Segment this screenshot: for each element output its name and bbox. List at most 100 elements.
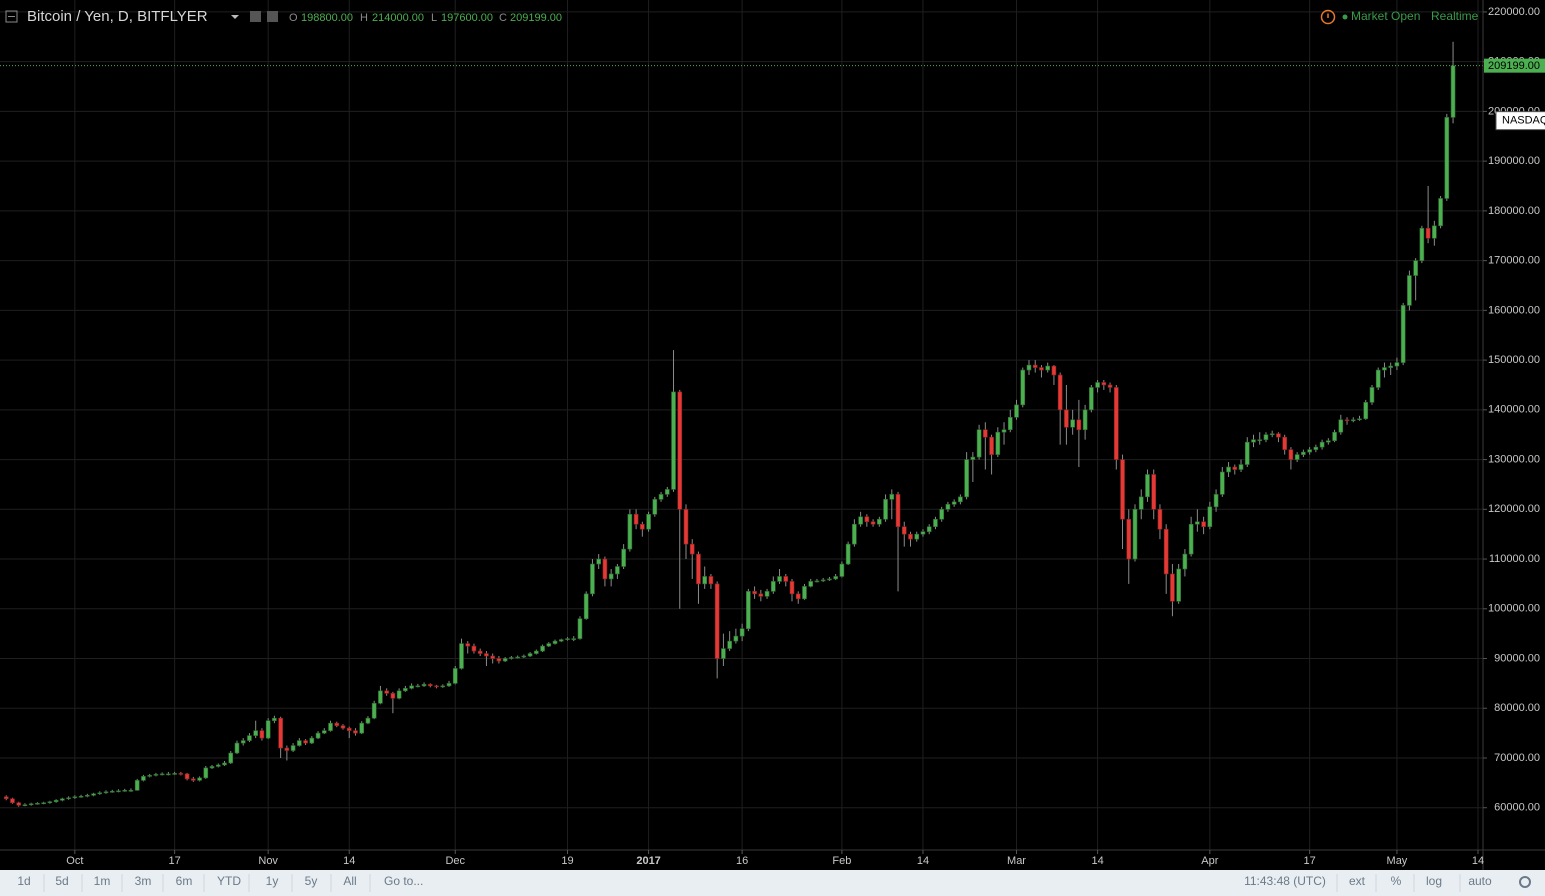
candle-body — [1269, 433, 1275, 436]
candle-body — [1064, 409, 1069, 428]
candle-body — [1163, 528, 1169, 575]
candle-body — [671, 391, 676, 490]
candle-body — [777, 576, 782, 582]
range-button[interactable]: 1d — [17, 874, 30, 888]
settings-gear[interactable] — [1519, 876, 1531, 888]
candle-body — [883, 499, 888, 520]
overlay-tag — [1495, 111, 1545, 131]
candle-body — [1338, 419, 1344, 433]
toolbar-buttons: 1d 5d 1m 3m 6m YTD 1y 5y All Go to... 11:43:48 (UT… — [17, 874, 1531, 892]
candle-body — [1045, 365, 1050, 371]
range-button[interactable]: 5y — [305, 874, 318, 888]
candle-body — [53, 799, 59, 803]
overlay-label: NASDAQ — [1502, 115, 1545, 127]
high-key: H — [360, 12, 368, 24]
candle-body — [739, 628, 745, 637]
candle-body — [334, 722, 340, 726]
collapse-icon[interactable] — [5, 10, 18, 23]
candles — [0, 41, 1483, 807]
candle-body — [1082, 409, 1088, 431]
candle-body — [1407, 275, 1412, 306]
config-icon[interactable] — [267, 11, 278, 22]
candle-body — [1313, 446, 1319, 450]
range-button[interactable]: 6m — [176, 874, 193, 888]
candle-body — [47, 801, 53, 804]
candle-body — [727, 640, 732, 649]
candle-body — [452, 668, 458, 684]
candle-body — [895, 494, 901, 528]
goto-button[interactable]: Go to... — [384, 874, 423, 888]
candle-body — [1344, 419, 1350, 422]
candle-body — [683, 509, 689, 545]
candle-body — [85, 794, 90, 797]
candle-body — [696, 553, 701, 585]
y-tick-label: 150000.00 — [1488, 354, 1540, 366]
range-button[interactable]: All — [343, 874, 356, 888]
y-tick-label: 160000.00 — [1488, 304, 1540, 316]
last-price-tag — [1484, 58, 1545, 73]
candle-body — [1039, 367, 1044, 371]
candle-body — [933, 518, 938, 528]
candle-body — [1388, 365, 1393, 368]
symbol-title[interactable]: Bitcoin / Yen, D, BITFLYER — [27, 8, 208, 25]
close-value: 209199.00 — [510, 12, 562, 24]
candle-body — [378, 690, 383, 704]
range-button[interactable]: 1m — [94, 874, 111, 888]
range-button[interactable]: 1y — [266, 874, 279, 888]
candle-body — [708, 576, 714, 585]
range-button[interactable]: YTD — [217, 874, 241, 888]
market-dot — [1342, 14, 1348, 20]
y-tick-label: 60000.00 — [1494, 802, 1540, 814]
candle-body — [527, 653, 533, 657]
candle-body — [983, 429, 988, 438]
candle-body — [577, 618, 583, 639]
candle-body — [191, 778, 196, 781]
candle-body — [733, 635, 739, 642]
candle-body — [770, 581, 776, 592]
option-button[interactable]: auto — [1468, 874, 1492, 888]
candle-body — [309, 737, 315, 744]
candle-body — [1294, 454, 1300, 460]
option-button[interactable]: ext — [1349, 874, 1366, 888]
candle-body — [789, 581, 795, 595]
candle-body — [1444, 117, 1450, 199]
market-status: Market Open — [1351, 9, 1420, 23]
y-tick-label: 100000.00 — [1488, 603, 1540, 615]
candle-body — [134, 780, 140, 791]
symbol-menu-caret[interactable] — [231, 15, 239, 19]
candle-body — [1232, 466, 1238, 470]
candle-body — [197, 777, 202, 781]
candle-body — [346, 727, 352, 731]
candle-body — [409, 685, 414, 689]
candle-body — [1001, 429, 1007, 433]
candle-body — [1251, 439, 1256, 443]
candle-body — [814, 580, 820, 583]
candle-body — [746, 591, 751, 629]
candle-body — [403, 688, 408, 692]
candle-body — [939, 509, 944, 520]
range-button[interactable]: 5d — [55, 874, 68, 888]
candle-body — [633, 513, 639, 525]
candle-body — [1107, 384, 1113, 388]
candle-body — [995, 431, 1001, 455]
alert-icon[interactable] — [1320, 9, 1336, 25]
candle-body — [228, 752, 234, 764]
option-button[interactable]: % — [1391, 874, 1402, 888]
candle-body — [889, 494, 895, 500]
candle-body — [534, 650, 539, 654]
candle-body — [265, 720, 271, 739]
settings-icon[interactable] — [250, 11, 261, 22]
candle-body — [1157, 509, 1163, 530]
x-tick-label: Apr — [1201, 855, 1218, 867]
candle-body — [1070, 419, 1075, 428]
candle-body — [259, 730, 265, 739]
candle-body — [652, 499, 658, 515]
candle-body — [509, 657, 514, 659]
option-button[interactable]: log — [1426, 874, 1442, 888]
candle-body — [278, 717, 283, 749]
candle-body — [621, 548, 626, 567]
range-button[interactable]: 3m — [135, 874, 152, 888]
candle-body — [490, 655, 495, 659]
candle-body — [240, 740, 246, 744]
candle-body — [970, 456, 976, 460]
